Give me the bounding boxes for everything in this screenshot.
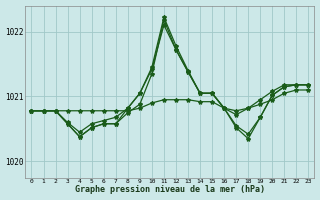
X-axis label: Graphe pression niveau de la mer (hPa): Graphe pression niveau de la mer (hPa) xyxy=(75,185,265,194)
